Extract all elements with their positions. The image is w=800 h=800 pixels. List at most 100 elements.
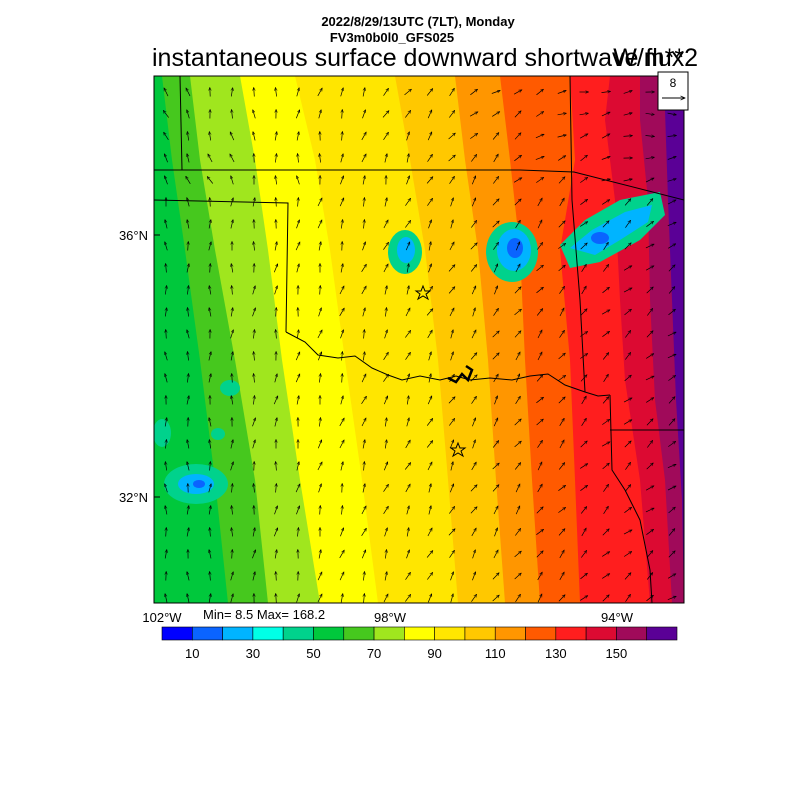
wind-arrow-icon [580, 507, 587, 514]
wind-arrow-icon [603, 264, 608, 272]
wind-arrow-icon [471, 154, 476, 162]
wind-arrow-icon [668, 529, 675, 536]
wind-arrow-icon [537, 330, 543, 339]
wind-arrow-icon [603, 374, 609, 382]
wind-arrow-icon [601, 310, 610, 315]
wind-arrow-icon [361, 374, 367, 383]
wind-arrow-icon [230, 198, 234, 207]
wind-arrow-icon [254, 88, 255, 97]
wind-arrow-icon [295, 242, 301, 251]
wind-arrow-icon [383, 132, 389, 140]
wind-arrow-icon [231, 308, 233, 317]
wind-arrow-icon [427, 198, 432, 206]
wind-arrow-icon [557, 91, 566, 94]
wind-arrow-icon [536, 375, 543, 382]
wind-arrow-icon [470, 243, 477, 250]
wind-arrow-icon [645, 266, 654, 271]
wind-arrow-icon [668, 397, 675, 404]
wind-arrow-icon [602, 595, 609, 602]
wind-arrow-icon [273, 264, 277, 273]
wind-arrow-icon [361, 396, 367, 404]
wind-arrow-icon [668, 441, 675, 447]
wind-arrow-icon [559, 286, 564, 294]
wind-arrow-icon [428, 484, 431, 493]
wind-arrow-icon [252, 418, 256, 427]
wind-arrow-icon [297, 396, 299, 405]
wind-arrow-icon [405, 440, 411, 449]
lat-label-32n: 32°N [119, 490, 148, 505]
wind-arrow-icon [165, 374, 168, 383]
wind-arrow-icon [406, 286, 409, 295]
wind-arrow-icon [340, 330, 344, 339]
lon-label-94w: 94°W [601, 610, 634, 625]
wind-arrow-icon [601, 91, 611, 92]
wind-arrow-icon [273, 396, 279, 405]
wind-arrow-icon [580, 354, 587, 359]
wind-arrow-icon [340, 462, 343, 471]
colorbar-tick-label: 50 [306, 646, 320, 661]
wind-arrow-icon [209, 440, 210, 449]
wind-arrow-icon [361, 418, 367, 427]
wind-arrow-icon [295, 110, 299, 119]
wind-arrow-icon [165, 550, 167, 559]
wind-arrow-icon [471, 594, 476, 602]
wind-arrow-icon [581, 286, 587, 295]
wind-arrow-icon [297, 176, 300, 185]
wind-arrow-icon [646, 573, 653, 580]
wind-arrow-icon [536, 529, 543, 535]
colorbar-tick-labels: 10 30 50 70 90 110 130 150 [185, 646, 627, 661]
wind-arrow-icon [492, 573, 499, 580]
wind-arrow-icon [405, 220, 410, 228]
wind-arrow-icon [448, 155, 456, 162]
wind-arrow-icon [230, 462, 234, 471]
wind-arrow-icon [623, 113, 633, 116]
wind-arrow-icon [536, 309, 543, 316]
wind-arrow-icon [317, 330, 323, 339]
wind-arrow-icon [207, 154, 213, 163]
wind-arrow-icon [449, 308, 455, 317]
wind-arrow-icon [363, 176, 365, 185]
wind-arrow-icon [209, 132, 210, 141]
wind-arrow-icon [426, 177, 433, 184]
wind-arrow-icon [187, 198, 190, 207]
wind-arrow-icon [515, 396, 521, 404]
wind-arrow-icon [472, 418, 475, 427]
wind-arrow-icon [427, 154, 433, 162]
lon-label-98w: 98°W [374, 610, 407, 625]
wind-arrow-icon [317, 594, 323, 603]
wind-arrow-icon [645, 486, 654, 491]
colorbar-swatch [404, 626, 435, 641]
wind-arrow-icon [361, 264, 367, 272]
colorbar-swatch [222, 626, 254, 641]
wind-arrow-icon [536, 177, 543, 183]
wind-arrow-icon [185, 88, 191, 97]
wind-arrow-icon [296, 462, 299, 471]
wind-arrow-icon [448, 265, 455, 272]
wind-arrow-icon [603, 484, 608, 492]
colorbar-swatch [525, 626, 557, 641]
wind-arrow-icon [165, 308, 166, 317]
wind-arrow-icon [514, 419, 522, 426]
colorbar-swatch [494, 626, 526, 641]
wind-arrow-icon [624, 199, 631, 206]
map-units: W/m**2 [613, 44, 698, 72]
wind-arrow-icon [427, 110, 433, 119]
wind-vectors [163, 88, 676, 603]
field-cell [507, 238, 523, 258]
wind-arrow-icon [232, 286, 233, 295]
wind-arrow-icon [581, 264, 587, 272]
wind-arrow-icon [536, 112, 543, 117]
wind-arrow-icon [580, 243, 588, 250]
wind-arrow-icon [667, 331, 676, 337]
wind-arrow-icon [668, 507, 676, 514]
wind-arrow-icon [491, 91, 500, 94]
wind-arrow-icon [559, 418, 565, 426]
wind-arrow-icon [385, 418, 386, 427]
colorbar-swatch [252, 626, 284, 641]
wind-arrow-icon [624, 507, 631, 513]
wind-arrow-icon [231, 88, 232, 97]
wind-arrow-icon [668, 551, 675, 558]
wind-arrow-icon [340, 88, 344, 97]
wind-arrow-icon [275, 88, 276, 97]
wind-arrow-icon [210, 198, 211, 207]
